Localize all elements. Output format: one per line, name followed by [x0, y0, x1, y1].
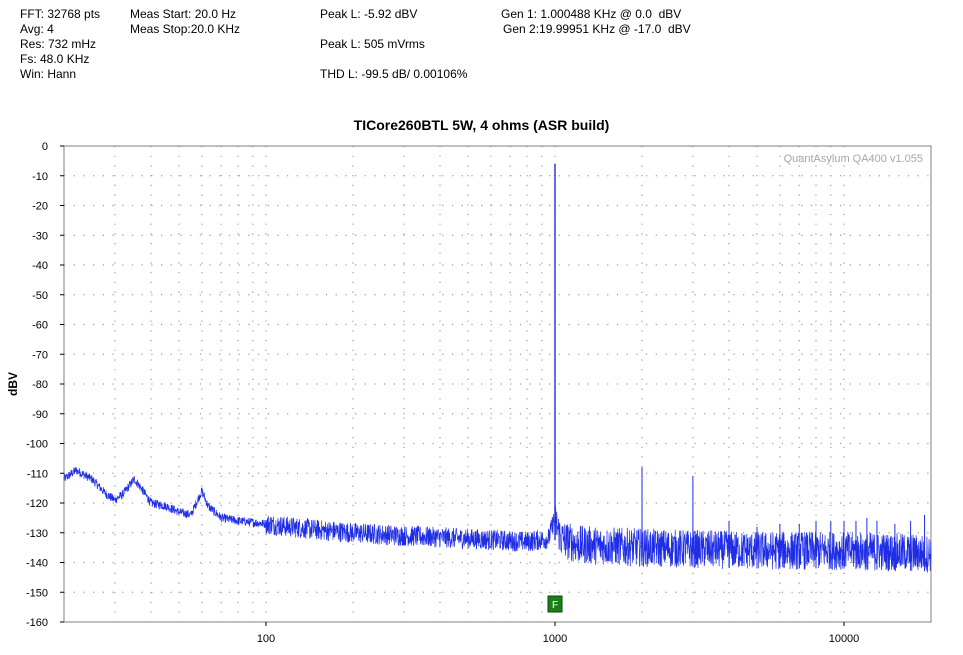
y-tick-label: -30 — [32, 230, 48, 242]
harmonic-peaks — [554, 163, 926, 572]
averages: Avg: 4 — [20, 22, 54, 36]
y-tick-label: -10 — [32, 171, 48, 183]
y-tick-label: -100 — [26, 439, 48, 451]
peak-level-dbv: Peak L: -5.92 dBV — [320, 7, 418, 21]
y-tick-label: -70 — [32, 349, 48, 361]
y-tick-label: -80 — [32, 379, 48, 391]
y-tick-label: -90 — [32, 409, 48, 421]
marker-label: F — [552, 600, 558, 611]
y-axis-label: dBV — [6, 372, 20, 396]
y-tick-label: -140 — [26, 558, 48, 570]
y-tick-label: -60 — [32, 320, 48, 332]
thd-level: THD L: -99.5 dB/ 0.00106% — [320, 67, 468, 81]
marker-box[interactable] — [547, 595, 563, 613]
resolution: Res: 732 mHz — [20, 37, 97, 51]
meas-stop: Meas Stop:20.0 KHz — [130, 22, 241, 36]
y-tick-label: -50 — [32, 290, 48, 302]
y-axis-ticks: 0 -10 -20 -30 -40 -50 -60 -70 -80 -90 -100 -110 -120… — [26, 141, 64, 629]
watermark: QuantAsylum QA400 v1.055 — [784, 153, 923, 165]
x-axis-ticks: 100 1000 10000 — [257, 622, 859, 645]
y-tick-label: 0 — [42, 141, 48, 153]
fft-points: FFT: 32768 pts — [20, 7, 101, 21]
y-tick-label: -40 — [32, 260, 48, 272]
meas-start: Meas Start: 20.0 Hz — [130, 7, 237, 21]
y-tick-label: -120 — [26, 498, 48, 510]
plot-frame — [63, 145, 932, 623]
y-tick-label: -130 — [26, 528, 48, 540]
generator-2: Gen 2:19.99951 KHz @ -17.0 dBV — [503, 22, 691, 36]
x-tick-label: 1000 — [543, 633, 567, 645]
window-type: Win: Hann — [20, 67, 77, 81]
spectrum-trace — [63, 466, 932, 573]
peak-level-rms: Peak L: 505 mVrms — [320, 37, 425, 51]
chart-title: TICore260BTL 5W, 4 ohms (ASR build) — [353, 117, 610, 133]
x-tick-label: 10000 — [829, 633, 860, 645]
y-tick-label: -20 — [32, 201, 48, 213]
x-tick-label: 100 — [257, 633, 275, 645]
y-tick-label: -160 — [26, 617, 48, 629]
sample-rate: Fs: 48.0 KHz — [20, 52, 90, 66]
fundamental-marker[interactable]: F — [547, 595, 563, 613]
generator-1: Gen 1: 1.000488 KHz @ 0.0 dBV — [501, 7, 682, 21]
y-tick-label: -110 — [27, 468, 48, 480]
y-tick-label: -150 — [26, 587, 48, 599]
